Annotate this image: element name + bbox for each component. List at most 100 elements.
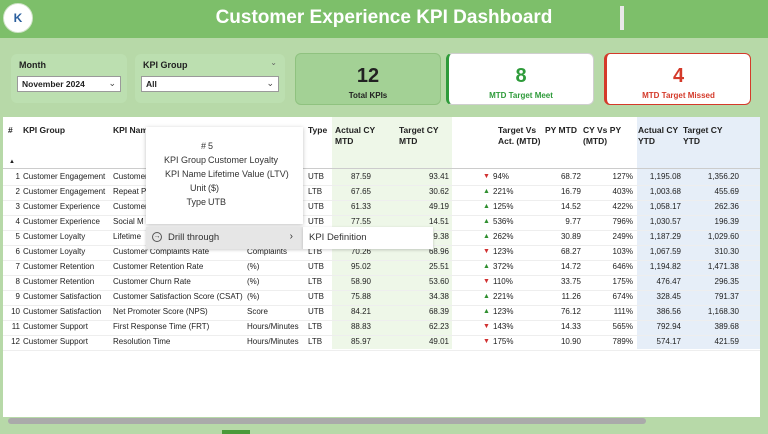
cell-target-ytd[interactable]: 1,356.20: [707, 172, 739, 181]
cell-kpi-name[interactable]: Customer Churn Rate: [113, 277, 191, 286]
cell-kpi-name[interactable]: Social M: [113, 217, 144, 226]
cell-target-ytd[interactable]: 1,471.38: [707, 262, 739, 271]
cell-target-mtd[interactable]: 68.96: [428, 247, 449, 256]
cell-target-ytd[interactable]: 421.59: [714, 337, 739, 346]
cell-target-vs-act[interactable]: 143%: [493, 322, 514, 331]
cell-target-mtd[interactable]: 68.39: [428, 307, 449, 316]
cell-num[interactable]: 2: [15, 187, 20, 196]
cell-type[interactable]: LTB: [308, 247, 323, 256]
cell-cy-vs-py[interactable]: 111%: [613, 307, 633, 316]
header-num[interactable]: #: [8, 125, 13, 135]
header-target-vs-act[interactable]: Target Vs Act. (MTD): [498, 125, 541, 146]
cell-kpi-group[interactable]: Customer Support: [23, 337, 88, 346]
cell-kpi-group[interactable]: Customer Experience: [23, 202, 100, 211]
cell-actual-mtd[interactable]: 61.33: [350, 202, 371, 211]
cell-actual-ytd[interactable]: 1,194.82: [649, 262, 681, 271]
header-kpi-group[interactable]: KPI Group: [23, 125, 66, 135]
cell-kpi-name[interactable]: Net Promoter Score (NPS): [113, 307, 208, 316]
cell-actual-mtd[interactable]: 87.59: [350, 172, 371, 181]
cell-target-vs-act[interactable]: 110%: [493, 277, 513, 286]
cell-py-mtd[interactable]: 9.77: [565, 217, 581, 226]
cell-target-mtd[interactable]: 25.51: [428, 262, 449, 271]
cell-target-mtd[interactable]: 29.38: [428, 232, 449, 241]
cell-target-vs-act[interactable]: 123%: [493, 307, 514, 316]
cell-num[interactable]: 5: [15, 232, 20, 241]
cell-type[interactable]: UTB: [308, 262, 324, 271]
header-target-cy-ytd[interactable]: Target CY YTD: [683, 125, 723, 146]
cell-actual-ytd[interactable]: 574.17: [656, 337, 681, 346]
cell-actual-mtd[interactable]: 88.83: [350, 322, 371, 331]
cell-target-vs-act[interactable]: 125%: [493, 202, 514, 211]
cell-kpi-group[interactable]: Customer Experience: [23, 217, 100, 226]
cell-actual-mtd[interactable]: 84.21: [350, 307, 371, 316]
cell-actual-mtd[interactable]: 85.97: [350, 337, 371, 346]
cell-kpi-group[interactable]: Customer Loyalty: [23, 247, 86, 256]
header-actual-cy-mtd[interactable]: Actual CY MTD: [335, 125, 375, 146]
cell-target-mtd[interactable]: 49.01: [428, 337, 449, 346]
cell-unit[interactable]: (%): [247, 292, 260, 301]
header-kpi-name[interactable]: KPI Name: [113, 125, 153, 135]
cell-target-mtd[interactable]: 53.60: [428, 277, 449, 286]
cell-kpi-name[interactable]: Customer Retention Rate: [113, 262, 204, 271]
cell-cy-vs-py[interactable]: 127%: [612, 172, 633, 181]
cell-type[interactable]: UTB: [308, 292, 324, 301]
cell-target-ytd[interactable]: 1,029.60: [707, 232, 739, 241]
cell-unit[interactable]: (%): [247, 277, 260, 286]
cell-actual-ytd[interactable]: 1,003.68: [649, 187, 681, 196]
cell-actual-ytd[interactable]: 1,195.08: [649, 172, 681, 181]
header-py-mtd[interactable]: PY MTD: [545, 125, 577, 135]
cell-kpi-name[interactable]: First Response Time (FRT): [113, 322, 210, 331]
cell-target-vs-act[interactable]: 175%: [493, 337, 514, 346]
cell-py-mtd[interactable]: 14.52: [560, 202, 581, 211]
header-type[interactable]: Type: [308, 125, 328, 135]
cell-target-vs-act[interactable]: 536%: [493, 217, 514, 226]
cell-num[interactable]: 9: [15, 292, 20, 301]
cell-target-vs-act[interactable]: 221%: [493, 187, 514, 196]
cell-py-mtd[interactable]: 68.27: [560, 247, 581, 256]
cell-actual-ytd[interactable]: 328.45: [656, 292, 681, 301]
cell-target-ytd[interactable]: 791.37: [714, 292, 739, 301]
cell-num[interactable]: 10: [11, 307, 20, 316]
cell-target-mtd[interactable]: 93.41: [428, 172, 449, 181]
cell-actual-ytd[interactable]: 386.56: [656, 307, 681, 316]
page-tab-indicator[interactable]: [222, 430, 250, 434]
cell-num[interactable]: 11: [11, 322, 20, 331]
cell-kpi-group[interactable]: Customer Support: [23, 322, 88, 331]
cell-actual-mtd[interactable]: 67.65: [350, 187, 371, 196]
cell-target-mtd[interactable]: 30.62: [428, 187, 449, 196]
cell-kpi-name[interactable]: Lifetime: [113, 232, 142, 241]
cell-kpi-group[interactable]: Customer Engagement: [23, 187, 106, 196]
cell-py-mtd[interactable]: 14.33: [560, 322, 581, 331]
cell-target-mtd[interactable]: 14.51: [428, 217, 449, 226]
cell-kpi-name[interactable]: Resolution Time: [113, 337, 171, 346]
cell-kpi-group[interactable]: Customer Engagement: [23, 172, 106, 181]
drill-through-menu-item[interactable]: → Drill through ›: [146, 227, 303, 249]
cell-num[interactable]: 8: [15, 277, 20, 286]
cell-unit[interactable]: Hours/Minutes: [247, 337, 299, 346]
cell-actual-ytd[interactable]: 1,067.59: [649, 247, 681, 256]
cell-cy-vs-py[interactable]: 674%: [612, 292, 633, 301]
cell-type[interactable]: LTB: [308, 277, 323, 286]
cell-target-ytd[interactable]: 455.69: [714, 187, 739, 196]
cell-actual-ytd[interactable]: 1,058.17: [649, 202, 681, 211]
cell-kpi-name[interactable]: Customer Complaints Rate: [113, 247, 210, 256]
cell-kpi-name[interactable]: Customer Satisfaction Score (CSAT): [113, 292, 243, 301]
cell-actual-ytd[interactable]: 476.47: [656, 277, 681, 286]
cell-unit[interactable]: (%): [247, 262, 260, 271]
cell-num[interactable]: 6: [15, 247, 20, 256]
cell-actual-ytd[interactable]: 1,030.57: [649, 217, 681, 226]
cell-target-ytd[interactable]: 262.36: [714, 202, 739, 211]
horizontal-scrollbar[interactable]: [8, 418, 646, 424]
cell-kpi-name[interactable]: Customer: [113, 172, 148, 181]
cell-target-mtd[interactable]: 34.38: [428, 292, 449, 301]
cell-actual-ytd[interactable]: 792.94: [656, 322, 681, 331]
cell-num[interactable]: 3: [15, 202, 20, 211]
header-actual-cy-ytd[interactable]: Actual CY YTD: [638, 125, 678, 146]
cell-target-mtd[interactable]: 62.23: [428, 322, 449, 331]
chevron-down-icon[interactable]: ⌄: [270, 58, 277, 67]
cell-py-mtd[interactable]: 33.75: [560, 277, 581, 286]
cell-cy-vs-py[interactable]: 103%: [612, 247, 633, 256]
cell-unit[interactable]: Score: [247, 307, 268, 316]
cell-cy-vs-py[interactable]: 646%: [612, 262, 633, 271]
cell-kpi-group[interactable]: Customer Satisfaction: [23, 307, 102, 316]
